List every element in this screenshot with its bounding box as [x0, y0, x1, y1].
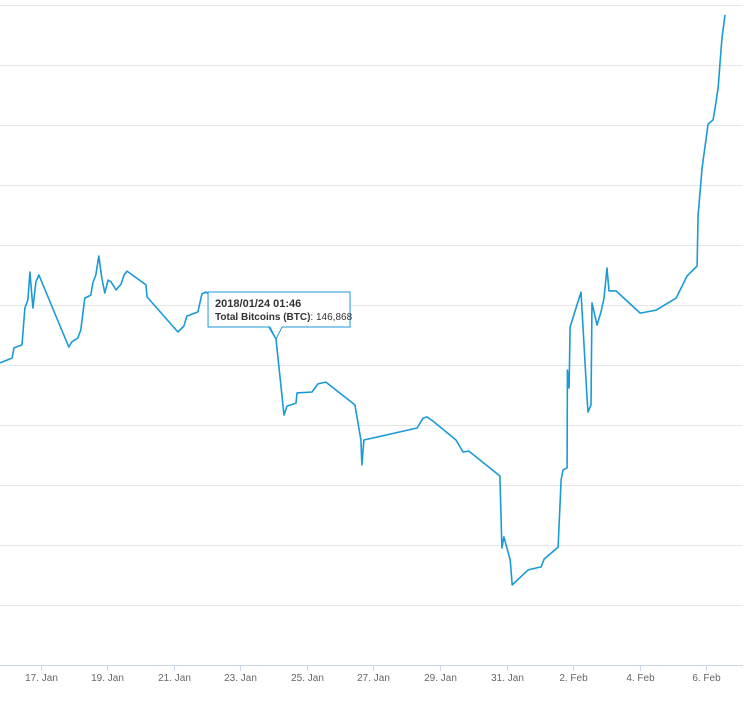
x-tick-label: 25. Jan [291, 673, 324, 684]
x-tick-label: 27. Jan [357, 673, 390, 684]
line [0, 14, 726, 586]
tooltip-value: 146,868 [316, 312, 353, 323]
plot [0, 14, 726, 586]
x-tick-label: 23. Jan [224, 673, 257, 684]
tooltip-series: Total Bitcoins (BTC) [215, 312, 310, 323]
tooltip-colon: : [310, 312, 316, 323]
tooltip-box [207, 291, 351, 341]
x-tick-label: 6. Feb [692, 673, 721, 684]
x-tick-label: 21. Jan [158, 673, 191, 684]
x-tick-label: 4. Feb [626, 673, 655, 684]
tooltip-date: 2018/01/24 01:46 [215, 298, 301, 310]
x-tick-label: 17. Jan [25, 673, 58, 684]
x-tick-label: 31. Jan [491, 673, 524, 684]
x-tick-label: 2. Feb [559, 673, 588, 684]
grid: 17. Jan 19. Jan 21. Jan 23. Jan 25. Jan 27. J… [0, 5, 743, 684]
tooltip: 2018/01/24 01:46 Total Bitcoins (BTC): 1… [207, 291, 353, 341]
x-tick-label: 19. Jan [91, 673, 124, 684]
tooltip-line: Total Bitcoins (BTC): 146,868 [215, 312, 353, 323]
x-tick-label: 29. Jan [424, 673, 457, 684]
